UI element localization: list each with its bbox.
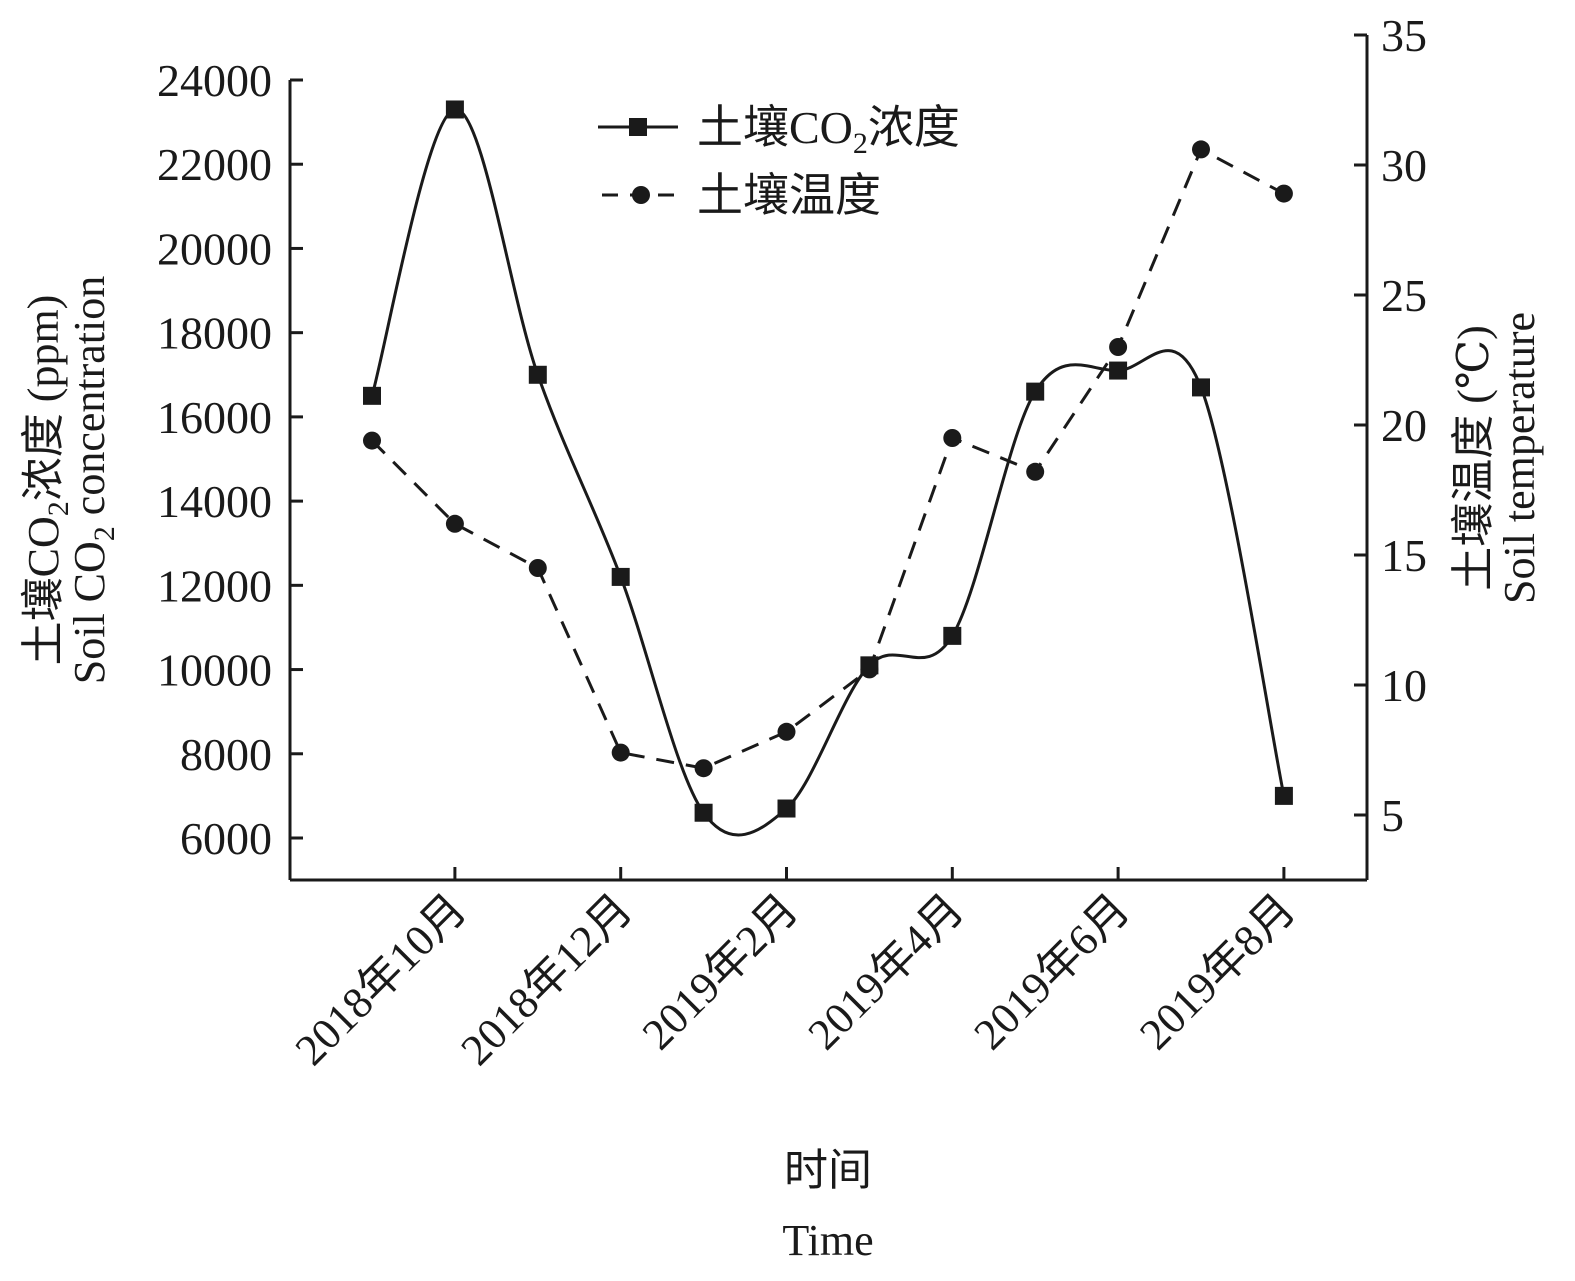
x-tick-label: 2019年8月 <box>1130 884 1305 1059</box>
left-tick-label: 16000 <box>157 392 272 443</box>
right-tick-label: 25 <box>1381 270 1427 321</box>
co2-point <box>1026 382 1045 401</box>
co2-point <box>943 626 962 645</box>
right-tick-label: 30 <box>1381 140 1427 191</box>
legend: 土壤CO2浓度 土壤温度 <box>598 102 960 221</box>
right-axis-title-cn: 土壤温度 (℃) <box>1449 325 1498 591</box>
x-tick-label: 2018年10月 <box>286 884 476 1074</box>
right-tick-label: 35 <box>1381 10 1427 61</box>
right-tick-label: 10 <box>1381 660 1427 711</box>
right-tick-label: 20 <box>1381 400 1427 451</box>
series-layer <box>363 100 1293 837</box>
temperature-point <box>943 429 962 447</box>
left-tick-label: 20000 <box>157 223 272 274</box>
left-axis-title-cn: 土壤CO2浓度 (ppm) <box>19 295 75 666</box>
legend-co2-marker <box>629 118 647 136</box>
co2-point <box>611 567 630 586</box>
left-y-ticks: 6000 8000 10000 12000 14000 16000 18000 20000 22… <box>157 55 303 864</box>
series-line-soil-temperature <box>370 147 1285 770</box>
co2-point <box>694 803 713 822</box>
series-line-soil-co2 <box>370 107 1286 837</box>
left-tick-label: 6000 <box>180 813 272 864</box>
left-tick-label: 14000 <box>157 476 272 527</box>
right-tick-label: 15 <box>1381 530 1427 581</box>
co2-point <box>363 386 381 405</box>
x-axis-title-en: Time <box>782 1216 873 1265</box>
temperature-point <box>1274 184 1293 203</box>
left-tick-label: 10000 <box>157 645 272 696</box>
temperature-point <box>1192 140 1210 159</box>
axes <box>288 35 1369 882</box>
left-tick-label: 24000 <box>157 55 272 106</box>
legend-temp-label: 土壤温度 <box>697 170 881 221</box>
left-tick-label: 8000 <box>180 729 272 780</box>
co2-point <box>528 365 547 384</box>
right-y-ticks: 5 10 15 20 25 30 35 <box>1354 10 1427 841</box>
temperature-point <box>694 759 713 778</box>
temperature-point <box>363 431 381 450</box>
temperature-point <box>445 514 464 533</box>
left-tick-label: 12000 <box>157 560 272 611</box>
co2-point <box>1274 786 1293 805</box>
temperature-point <box>1109 338 1128 356</box>
x-tick-label: 2019年6月 <box>965 884 1140 1059</box>
x-tick-label: 2019年4月 <box>799 884 974 1059</box>
x-axis-title-cn: 时间 <box>784 1146 872 1195</box>
temperature-point <box>611 743 630 762</box>
right-axis-title: 土壤温度 (℃) Soil temperature <box>1449 312 1544 604</box>
co2-point <box>1192 378 1210 397</box>
temperature-point <box>777 722 796 741</box>
left-tick-label: 22000 <box>157 139 272 190</box>
right-axis-title-en: Soil temperature <box>1495 312 1544 604</box>
left-tick-label: 18000 <box>157 308 272 359</box>
legend-co2-label: 土壤CO2浓度 <box>697 102 960 160</box>
legend-temp-marker <box>632 186 650 204</box>
x-tick-label: 2018年12月 <box>452 884 642 1074</box>
left-axis-title-en: Soil CO2 concentration <box>65 276 121 685</box>
co2-point <box>445 100 464 119</box>
temperature-point <box>1026 462 1045 481</box>
temperature-point <box>528 559 547 577</box>
left-axis-title: 土壤CO2浓度 (ppm) Soil CO2 concentration <box>19 276 121 685</box>
x-ticks: 2018年10月2018年12月2019年2月2019年4月2019年6月201… <box>286 867 1305 1075</box>
x-tick-label: 2019年2月 <box>633 884 808 1059</box>
right-tick-label: 5 <box>1381 790 1404 841</box>
co2-point <box>777 799 796 818</box>
legend-item-temp: 土壤温度 <box>602 170 881 221</box>
legend-item-co2: 土壤CO2浓度 <box>598 102 960 160</box>
co2-point <box>1109 361 1128 380</box>
co2-point <box>860 656 879 675</box>
